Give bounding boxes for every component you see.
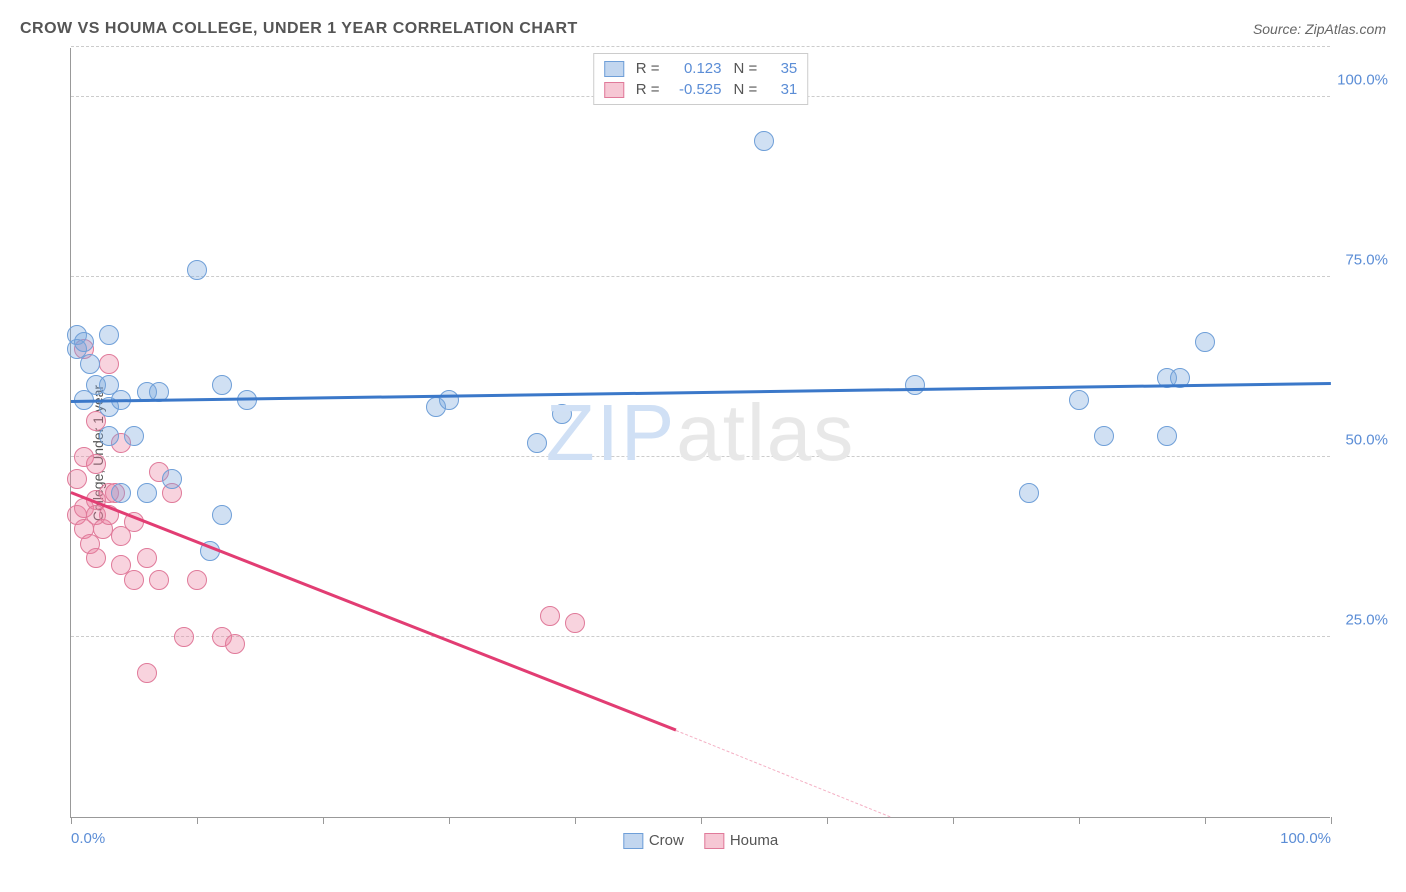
houma-point: [565, 613, 585, 633]
crow-point: [1195, 332, 1215, 352]
watermark: ZIPatlas: [546, 387, 855, 479]
crow-point: [552, 404, 572, 424]
x-tick: [71, 817, 72, 824]
crow-point: [99, 426, 119, 446]
x-tick: [1079, 817, 1080, 824]
houma-point: [67, 469, 87, 489]
crow-point: [74, 332, 94, 352]
y-tick-label: 75.0%: [1345, 252, 1388, 269]
gridline: [71, 636, 1330, 637]
houma-point: [187, 570, 207, 590]
plot-area: ZIPatlas R =0.123N =35R =-0.525N =31 Cro…: [70, 48, 1330, 818]
trend-line: [71, 491, 677, 731]
gridline: [71, 276, 1330, 277]
crow-point: [124, 426, 144, 446]
chart-source: Source: ZipAtlas.com: [1253, 21, 1386, 37]
crow-point: [111, 483, 131, 503]
crow-point: [212, 505, 232, 525]
crow-point: [212, 375, 232, 395]
houma-point: [86, 548, 106, 568]
legend-swatch: [604, 82, 624, 98]
y-tick-label: 100.0%: [1337, 72, 1388, 89]
x-tick: [1331, 817, 1332, 824]
houma-point: [124, 570, 144, 590]
x-tick: [827, 817, 828, 824]
x-tick-label: 0.0%: [71, 830, 105, 847]
crow-point: [1157, 426, 1177, 446]
houma-point: [137, 663, 157, 683]
houma-point: [225, 634, 245, 654]
crow-point: [187, 260, 207, 280]
legend-r-label: R =: [636, 81, 660, 98]
crow-point: [80, 354, 100, 374]
legend-r-value: 0.123: [672, 60, 722, 77]
y-tick-label: 25.0%: [1345, 612, 1388, 629]
legend-stats: R = 0.123 N = 35 R = -0.525 N = 31: [593, 53, 809, 105]
chart-header: CROW VS HOUMA COLLEGE, UNDER 1 YEAR CORR…: [20, 20, 1386, 38]
crow-point: [905, 375, 925, 395]
x-tick: [197, 817, 198, 824]
legend-swatch: [604, 61, 624, 77]
legend-n-value: 31: [769, 81, 797, 98]
crow-point: [1069, 390, 1089, 410]
legend-series-label: Crow: [649, 832, 684, 849]
houma-point: [137, 548, 157, 568]
legend-series-label: Houma: [730, 832, 778, 849]
trend-line-dash: [676, 730, 891, 817]
legend-n-label: N =: [734, 81, 758, 98]
legend-n-label: N =: [734, 60, 758, 77]
houma-point: [174, 627, 194, 647]
houma-point: [99, 354, 119, 374]
crow-point: [1019, 483, 1039, 503]
crow-point: [439, 390, 459, 410]
x-tick: [1205, 817, 1206, 824]
trend-line: [71, 382, 1331, 403]
x-tick: [701, 817, 702, 824]
legend-stat-row: R = -0.525 N = 31: [604, 79, 798, 100]
x-tick: [953, 817, 954, 824]
y-tick-label: 50.0%: [1345, 432, 1388, 449]
legend-stat-row: R = 0.123 N = 35: [604, 58, 798, 79]
crow-point: [527, 433, 547, 453]
legend-n-value: 35: [769, 60, 797, 77]
houma-point: [149, 570, 169, 590]
legend-swatch: [704, 833, 724, 849]
gridline: [71, 456, 1330, 457]
crow-point: [162, 469, 182, 489]
x-tick: [323, 817, 324, 824]
legend-r-value: -0.525: [672, 81, 722, 98]
crow-point: [137, 483, 157, 503]
x-tick: [575, 817, 576, 824]
legend-series-item: Crow: [623, 832, 684, 849]
houma-point: [86, 454, 106, 474]
houma-point: [540, 606, 560, 626]
crow-point: [1094, 426, 1114, 446]
chart-title: CROW VS HOUMA COLLEGE, UNDER 1 YEAR CORR…: [20, 20, 578, 38]
legend-swatch: [623, 833, 643, 849]
x-tick-label: 100.0%: [1280, 830, 1331, 847]
legend-r-label: R =: [636, 60, 660, 77]
x-tick: [449, 817, 450, 824]
crow-point: [754, 131, 774, 151]
chart-container: College, Under 1 year ZIPatlas R =0.123N…: [20, 48, 1386, 858]
legend-series-item: Houma: [704, 832, 778, 849]
gridline: [71, 46, 1330, 47]
crow-point: [99, 325, 119, 345]
legend-series: Crow Houma: [623, 832, 778, 849]
